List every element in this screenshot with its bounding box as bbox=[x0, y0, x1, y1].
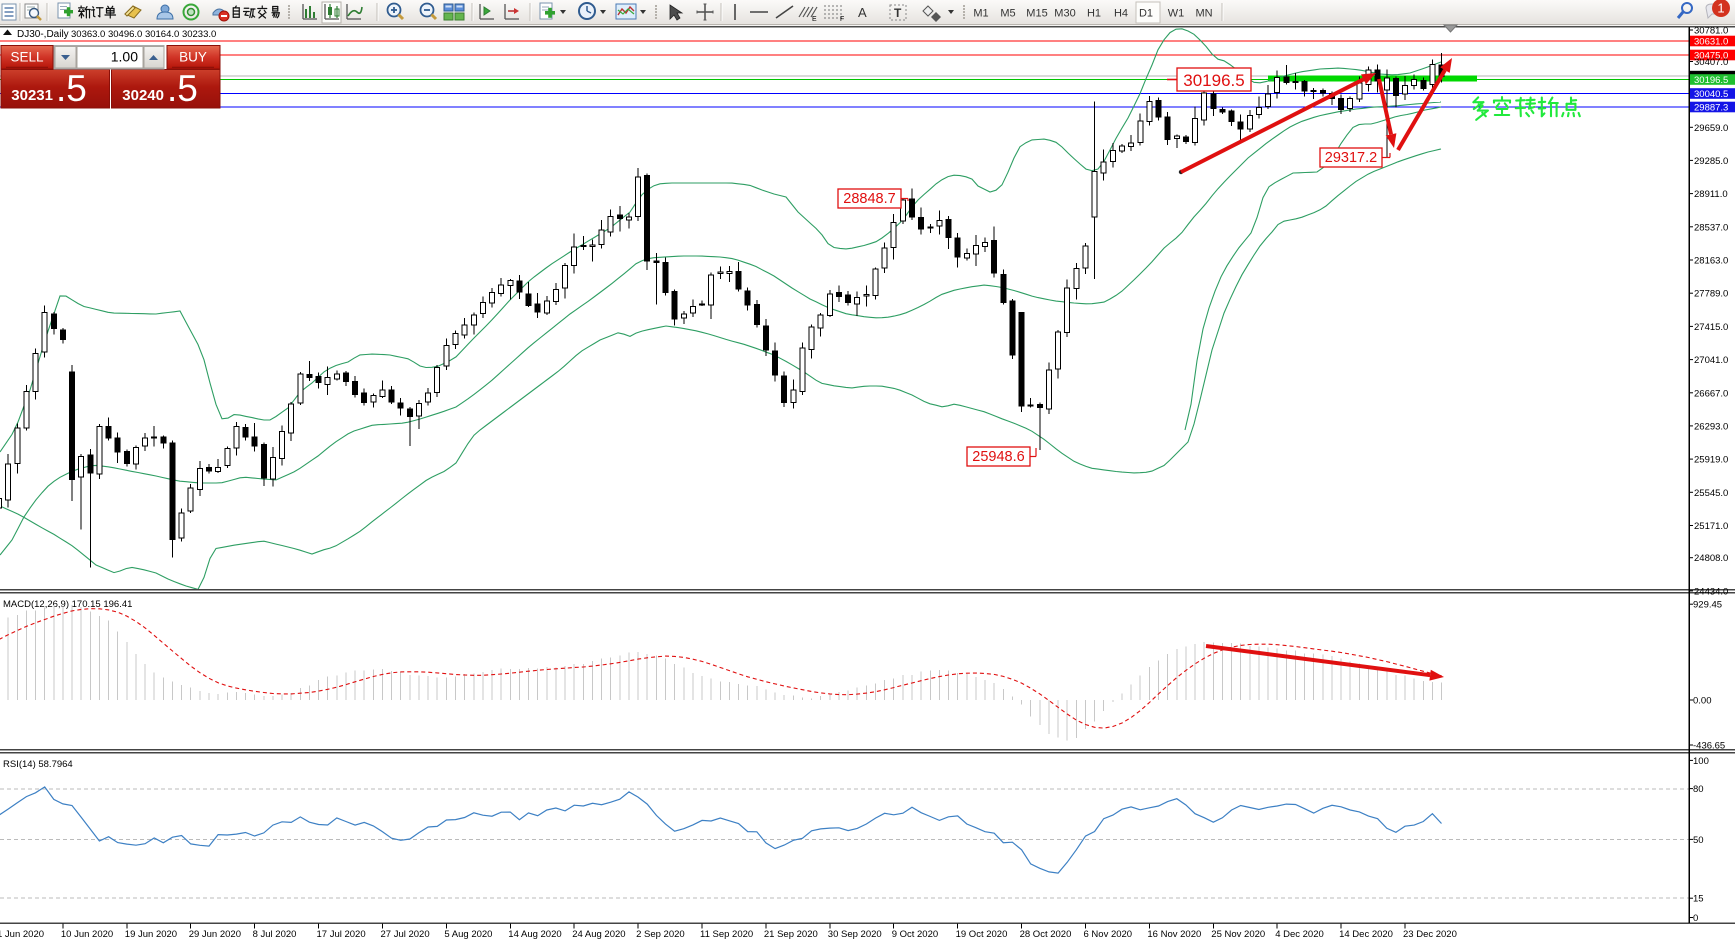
svg-text:F: F bbox=[840, 16, 844, 23]
svg-text:28163.0: 28163.0 bbox=[1694, 256, 1728, 267]
svg-text:27 Jul 2020: 27 Jul 2020 bbox=[381, 929, 430, 940]
svg-text:0: 0 bbox=[1693, 913, 1698, 924]
svg-text:30781.0: 30781.0 bbox=[1694, 26, 1728, 37]
svg-text:17 Jul 2020: 17 Jul 2020 bbox=[317, 929, 366, 940]
svg-text:23 Dec 2020: 23 Dec 2020 bbox=[1403, 929, 1457, 940]
svg-text:6 Nov 2020: 6 Nov 2020 bbox=[1084, 929, 1133, 940]
svg-text:15: 15 bbox=[1693, 894, 1704, 905]
svg-text:19 Oct 2020: 19 Oct 2020 bbox=[956, 929, 1008, 940]
svg-text:26293.0: 26293.0 bbox=[1694, 421, 1728, 432]
svg-text:30240: 30240 bbox=[122, 87, 164, 104]
svg-text:26667.0: 26667.0 bbox=[1694, 388, 1728, 399]
svg-text:28 Oct 2020: 28 Oct 2020 bbox=[1020, 929, 1072, 940]
svg-text:H1: H1 bbox=[1087, 8, 1101, 20]
svg-text:30231: 30231 bbox=[11, 87, 53, 104]
svg-text:25545.0: 25545.0 bbox=[1694, 488, 1728, 499]
svg-text:SELL: SELL bbox=[10, 50, 44, 65]
svg-text:28537.0: 28537.0 bbox=[1694, 222, 1728, 233]
svg-text:80: 80 bbox=[1693, 784, 1704, 795]
svg-text:MN: MN bbox=[1195, 8, 1212, 20]
svg-text:30040.5: 30040.5 bbox=[1694, 89, 1728, 100]
svg-text:.5: .5 bbox=[56, 68, 87, 109]
svg-text:24 Aug 2020: 24 Aug 2020 bbox=[572, 929, 625, 940]
svg-text:14 Aug 2020: 14 Aug 2020 bbox=[508, 929, 561, 940]
svg-text:30475.0: 30475.0 bbox=[1694, 51, 1728, 62]
svg-text:27041.0: 27041.0 bbox=[1694, 355, 1728, 366]
svg-text:11 Sep 2020: 11 Sep 2020 bbox=[700, 929, 753, 940]
svg-text:W1: W1 bbox=[1168, 8, 1185, 20]
svg-text:29285.0: 29285.0 bbox=[1694, 156, 1728, 167]
svg-text:28911.0: 28911.0 bbox=[1694, 189, 1728, 200]
svg-text:27789.0: 27789.0 bbox=[1694, 289, 1728, 300]
svg-text:24434.0: 24434.0 bbox=[1694, 586, 1728, 597]
svg-text:-436.65: -436.65 bbox=[1693, 741, 1725, 752]
svg-text:29317.2: 29317.2 bbox=[1325, 150, 1377, 166]
svg-text:16 Nov 2020: 16 Nov 2020 bbox=[1147, 929, 1201, 940]
svg-text:.5: .5 bbox=[167, 68, 198, 109]
svg-text:0.00: 0.00 bbox=[1693, 696, 1712, 707]
svg-text:1 Jun 2020: 1 Jun 2020 bbox=[0, 929, 44, 940]
svg-text:19 Jun 2020: 19 Jun 2020 bbox=[125, 929, 177, 940]
svg-text:30407.0: 30407.0 bbox=[1694, 57, 1728, 68]
svg-text:T: T bbox=[894, 6, 902, 20]
svg-text:100: 100 bbox=[1693, 756, 1709, 767]
svg-text:25171.0: 25171.0 bbox=[1694, 521, 1728, 532]
svg-text:29659.0: 29659.0 bbox=[1694, 123, 1728, 134]
svg-text:MACD(12,26,9) 170.15 196.41: MACD(12,26,9) 170.15 196.41 bbox=[3, 599, 132, 610]
svg-text:BUY: BUY bbox=[179, 50, 207, 65]
svg-text:A: A bbox=[858, 5, 867, 20]
svg-text:M1: M1 bbox=[973, 8, 988, 20]
svg-text:RSI(14) 58.7964: RSI(14) 58.7964 bbox=[3, 759, 73, 770]
svg-text:929.45: 929.45 bbox=[1693, 600, 1722, 611]
svg-text:29887.3: 29887.3 bbox=[1694, 103, 1728, 114]
svg-text:5 Aug 2020: 5 Aug 2020 bbox=[444, 929, 492, 940]
svg-text:30363.0 30496.0 30164.0 30233.: 30363.0 30496.0 30164.0 30233.0 bbox=[71, 29, 216, 40]
svg-text:25 Nov 2020: 25 Nov 2020 bbox=[1211, 929, 1265, 940]
svg-text:10 Jun 2020: 10 Jun 2020 bbox=[61, 929, 113, 940]
svg-text:21 Sep 2020: 21 Sep 2020 bbox=[764, 929, 818, 940]
svg-text:30631.0: 30631.0 bbox=[1694, 37, 1728, 48]
svg-text:1: 1 bbox=[1717, 1, 1724, 16]
svg-text:24808.0: 24808.0 bbox=[1694, 553, 1728, 564]
svg-text:25919.0: 25919.0 bbox=[1694, 455, 1728, 466]
svg-text:D1: D1 bbox=[1139, 8, 1153, 20]
svg-text:1.00: 1.00 bbox=[111, 49, 138, 65]
svg-text:M5: M5 bbox=[1000, 8, 1015, 20]
svg-text:25948.6: 25948.6 bbox=[972, 449, 1024, 465]
svg-text:8 Jul 2020: 8 Jul 2020 bbox=[253, 929, 297, 940]
svg-text:14 Dec 2020: 14 Dec 2020 bbox=[1339, 929, 1393, 940]
svg-text:M30: M30 bbox=[1054, 8, 1075, 20]
svg-text:E: E bbox=[812, 16, 817, 23]
svg-text:30 Sep 2020: 30 Sep 2020 bbox=[828, 929, 882, 940]
svg-text:9 Oct 2020: 9 Oct 2020 bbox=[892, 929, 938, 940]
svg-text:M15: M15 bbox=[1026, 8, 1047, 20]
svg-text:28848.7: 28848.7 bbox=[843, 191, 895, 207]
svg-text:4 Dec 2020: 4 Dec 2020 bbox=[1275, 929, 1324, 940]
svg-text:27415.0: 27415.0 bbox=[1694, 322, 1728, 333]
svg-text:DJ30-,Daily: DJ30-,Daily bbox=[17, 29, 69, 40]
svg-text:29 Jun 2020: 29 Jun 2020 bbox=[189, 929, 241, 940]
svg-text:50: 50 bbox=[1693, 835, 1704, 846]
svg-text:30196.5: 30196.5 bbox=[1694, 75, 1728, 86]
svg-text:30196.5: 30196.5 bbox=[1183, 71, 1244, 90]
svg-text:2 Sep 2020: 2 Sep 2020 bbox=[636, 929, 685, 940]
svg-text:H4: H4 bbox=[1114, 8, 1128, 20]
